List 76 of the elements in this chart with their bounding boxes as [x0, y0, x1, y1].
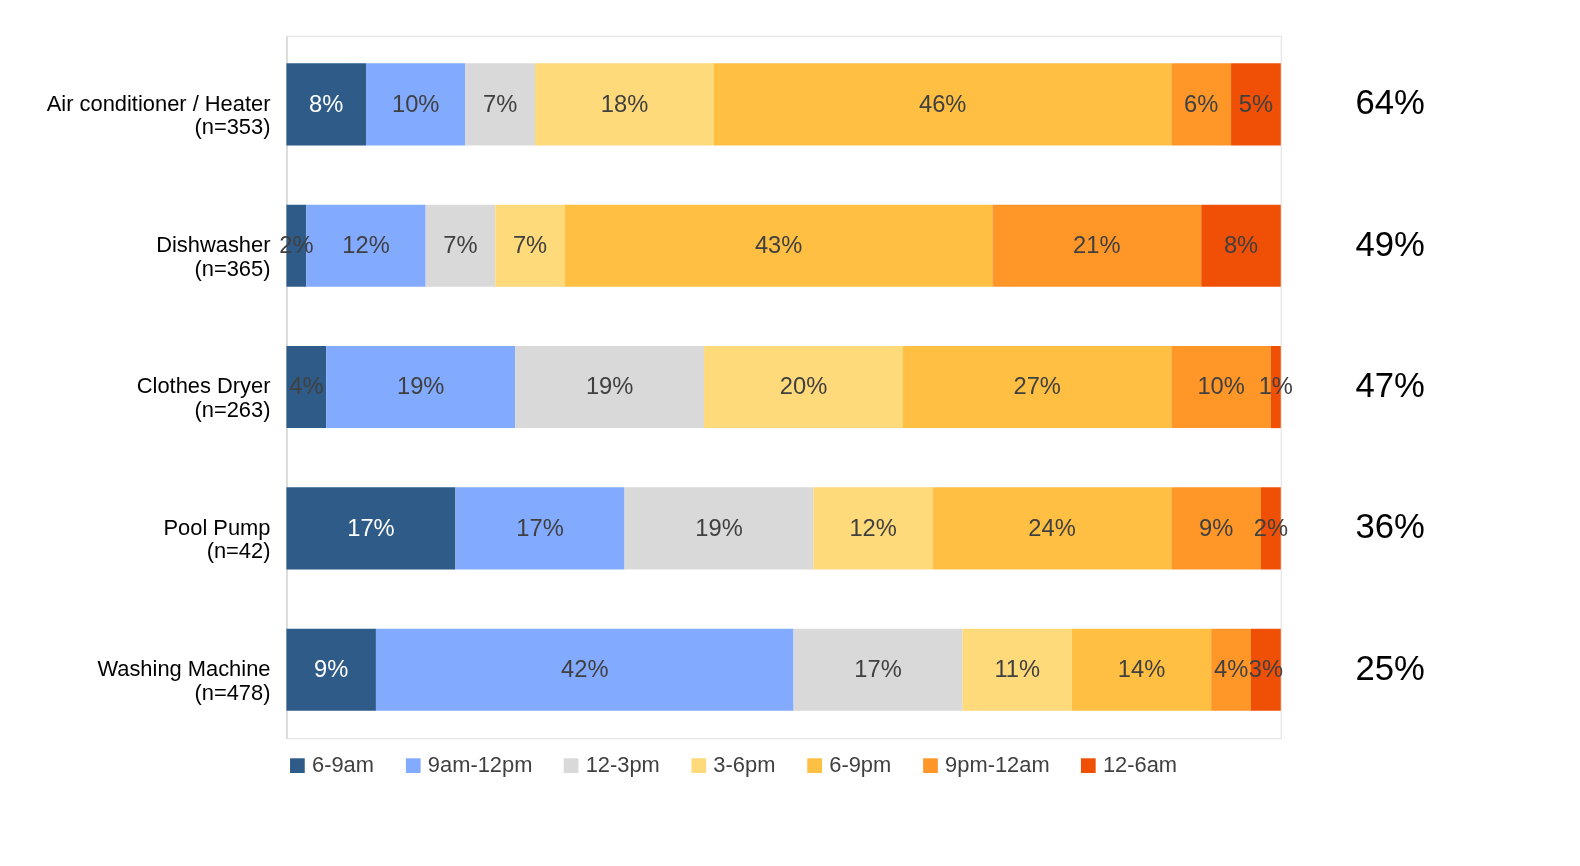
legend-label: 3-6pm: [713, 752, 776, 778]
text: 49%: [1355, 224, 1425, 263]
bar: [932, 487, 1172, 570]
data-label: 17%: [854, 656, 902, 683]
legend-label: 9am-12pm: [427, 752, 533, 778]
y-tick-label: Air conditioner / Heater (n=353): [46, 90, 271, 140]
bar: [992, 204, 1202, 287]
data-label: 21%: [1073, 232, 1121, 259]
bar: [425, 204, 496, 287]
data-label: 8%: [309, 90, 344, 117]
bar: [465, 63, 536, 146]
text: 64%: [1355, 83, 1425, 122]
bar: [326, 346, 516, 429]
legend-label: 6-9am: [311, 752, 374, 778]
data-label: 6%: [1184, 90, 1219, 117]
bar: [624, 487, 814, 570]
bar: [962, 628, 1072, 711]
data-label: 20%: [779, 373, 828, 400]
bar: [1211, 628, 1251, 711]
bar: [535, 63, 715, 146]
bar: [1231, 63, 1281, 146]
data-label: 46%: [918, 90, 967, 117]
data-label: 9%: [314, 656, 349, 683]
data-label: 42%: [561, 656, 609, 683]
data-label: 19%: [396, 373, 445, 400]
data-label: 7%: [512, 232, 548, 259]
data-label: 17%: [347, 514, 395, 541]
data-label: 19%: [585, 373, 634, 400]
data-label: 18%: [600, 90, 649, 117]
data-label: 19%: [695, 514, 743, 541]
y-tick-label: Dishwasher (n=365): [156, 232, 271, 281]
data-label: 4%: [1213, 656, 1249, 683]
bar: [714, 63, 1172, 146]
bar: [455, 487, 625, 570]
bar: [375, 628, 794, 711]
y-tick-label: Pool Pump (n=42): [163, 514, 271, 564]
bar: [495, 204, 565, 287]
text: 36%: [1355, 507, 1425, 546]
bar: [365, 63, 466, 146]
data-label: 10%: [391, 90, 440, 117]
legend-label: 9pm-12am: [945, 752, 1050, 778]
bar: [704, 346, 903, 429]
data-label: 8%: [1223, 232, 1259, 259]
data-label: 14%: [1117, 656, 1166, 683]
legend-label: 12-6am: [1102, 752, 1178, 778]
data-label: 7%: [483, 90, 518, 117]
data-label: 4%: [289, 373, 324, 400]
bar: [813, 487, 933, 570]
data-label: 17%: [516, 514, 564, 541]
text: 25%: [1355, 648, 1425, 687]
data-label: 27%: [1013, 373, 1061, 400]
legend-label: 6-9pm: [829, 752, 892, 778]
data-label: 12%: [342, 232, 390, 259]
bar: [286, 487, 456, 570]
legend-label: 12-3pm: [585, 752, 660, 778]
bar: [1071, 628, 1212, 711]
data-label: 10%: [1197, 373, 1245, 400]
data-label: 7%: [443, 232, 478, 259]
data-label: 24%: [1028, 514, 1076, 541]
bar: [902, 346, 1172, 429]
bar: [286, 63, 366, 146]
y-tick-label: Washing Machine (n=478): [97, 656, 271, 705]
bar: [286, 628, 376, 711]
bar: [1171, 63, 1232, 146]
bar: [1201, 204, 1281, 287]
y-tick-label: Clothes Dryer (n=263): [136, 373, 271, 423]
bar: [564, 204, 993, 287]
data-label: 5%: [1238, 90, 1274, 117]
data-label: 11%: [994, 656, 1041, 683]
bar: [793, 628, 963, 711]
text: 47%: [1355, 366, 1425, 405]
data-label: 9%: [1199, 514, 1234, 541]
bar: [515, 346, 705, 429]
data-label: 43%: [754, 232, 803, 259]
data-label: 12%: [849, 514, 897, 541]
bar: [286, 346, 327, 429]
